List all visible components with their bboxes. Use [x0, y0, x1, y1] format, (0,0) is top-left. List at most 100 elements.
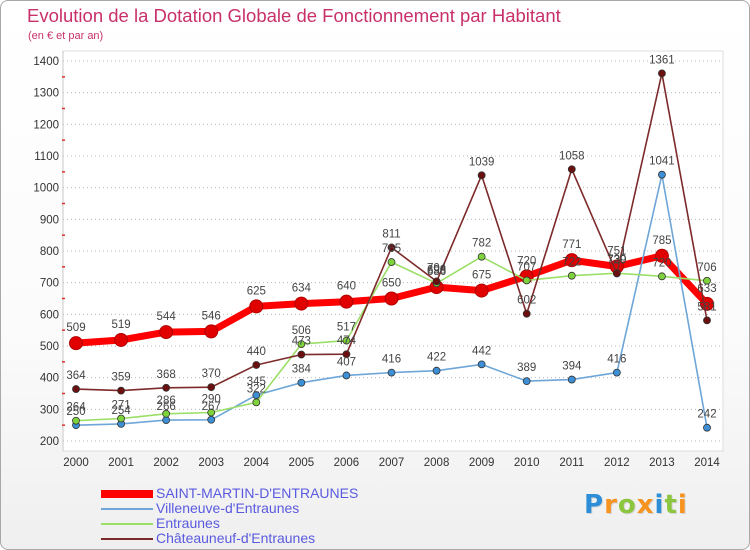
data-label: 359: [111, 372, 130, 384]
data-point: [522, 276, 531, 285]
data-point: [297, 350, 306, 359]
data-label: 473: [292, 336, 311, 348]
data-label: 345: [247, 376, 266, 388]
data-label: 811: [382, 229, 400, 241]
data-point: [342, 350, 351, 359]
x-tick-label: 2008: [424, 457, 450, 469]
data-point: [658, 272, 666, 281]
data-point: [162, 409, 171, 418]
data-point: [252, 361, 261, 369]
logo-letter: x: [636, 490, 655, 520]
data-label: 250: [66, 406, 85, 418]
data-point: [703, 423, 711, 432]
legend-label: SAINT-MARTIN-D'ENTRAUNES: [156, 485, 359, 501]
data-label: 474: [337, 335, 357, 347]
data-label: 290: [202, 394, 221, 406]
data-label: 254: [111, 405, 131, 417]
data-point: [117, 386, 125, 395]
logo-letter: o: [617, 490, 637, 520]
x-tick-label: 2007: [379, 457, 405, 469]
data-label: 394: [562, 361, 582, 373]
y-tick-label: 700: [40, 278, 59, 290]
x-tick-label: 2002: [153, 457, 179, 469]
data-point: [522, 309, 531, 318]
legend-swatch: [101, 508, 153, 510]
data-label: 634: [292, 283, 312, 295]
y-tick-label: 200: [40, 436, 59, 448]
x-tick-label: 2006: [334, 457, 360, 469]
data-label: 729: [607, 254, 626, 266]
legend-item-saint-martin: SAINT-MARTIN-D'ENTRAUNES: [101, 485, 401, 501]
data-label: 266: [157, 401, 176, 413]
data-label: 1058: [559, 150, 585, 162]
y-tick-label: 500: [40, 341, 59, 353]
data-label: 322: [247, 383, 266, 395]
data-label: 720: [517, 255, 536, 267]
data-point: [207, 415, 216, 424]
legend-label: Châteauneuf-d'Entraunes: [156, 530, 316, 546]
data-point: [207, 408, 216, 417]
data-label: 440: [247, 346, 266, 358]
data-point: [114, 332, 129, 347]
data-label: 785: [652, 235, 671, 247]
data-point: [207, 383, 216, 392]
x-tick-label: 2003: [198, 457, 224, 469]
data-point: [432, 366, 441, 375]
legend-item-entraunes: Entraunes: [101, 515, 401, 531]
data-label: 370: [202, 368, 221, 380]
data-point: [567, 271, 576, 280]
data-point: [432, 277, 441, 286]
legend-label: Villeneuve-d'Entraunes: [156, 500, 300, 516]
data-point: [612, 368, 621, 377]
data-point: [384, 291, 399, 306]
data-point: [117, 414, 125, 423]
data-label: 706: [697, 262, 716, 274]
proxiti-logo[interactable]: Proxiti: [584, 490, 688, 520]
data-label: 650: [382, 278, 401, 290]
data-label: 422: [427, 352, 446, 364]
data-label: 765: [382, 243, 401, 255]
data-label: 675: [472, 270, 491, 282]
legend: SAINT-MARTIN-D'ENTRAUNES Villeneuve-d'En…: [101, 485, 401, 546]
data-label: 751: [607, 246, 626, 258]
data-point: [249, 299, 264, 314]
data-label: 771: [562, 239, 581, 251]
data-label: 720: [652, 257, 671, 269]
chart-title: Evolution de la Dotation Globale de Fonc…: [27, 5, 561, 26]
data-point: [294, 296, 309, 311]
data-point: [72, 385, 80, 393]
data-point: [159, 325, 174, 340]
chart-subtitle: (en € et par an): [28, 30, 104, 42]
data-point: [477, 360, 486, 369]
data-label: 633: [697, 283, 716, 295]
data-label: 389: [517, 362, 536, 374]
data-label: 242: [697, 409, 716, 421]
x-tick-label: 2010: [514, 457, 540, 469]
data-point: [387, 258, 396, 266]
data-point: [567, 165, 576, 174]
y-tick-label: 600: [40, 309, 59, 321]
data-label: 722: [562, 257, 581, 269]
logo-letter: t: [664, 490, 678, 520]
data-label: 704: [427, 262, 447, 274]
logo-letter: i: [654, 490, 665, 520]
y-tick-label: 300: [40, 404, 59, 416]
x-tick-label: 2009: [469, 457, 495, 469]
x-tick-label: 2000: [63, 457, 89, 469]
data-label: 544: [157, 311, 177, 323]
data-point: [703, 276, 711, 285]
data-label: 517: [337, 322, 356, 334]
data-point: [474, 283, 489, 298]
data-point: [703, 316, 711, 325]
y-tick-label: 800: [40, 246, 59, 258]
data-label: 267: [202, 401, 221, 413]
data-point: [387, 368, 396, 377]
data-label: 368: [157, 369, 176, 381]
data-label: 384: [292, 364, 312, 376]
data-point: [342, 371, 351, 380]
data-point: [252, 398, 261, 407]
legend-swatch: [101, 490, 153, 498]
legend-swatch: [101, 523, 153, 525]
